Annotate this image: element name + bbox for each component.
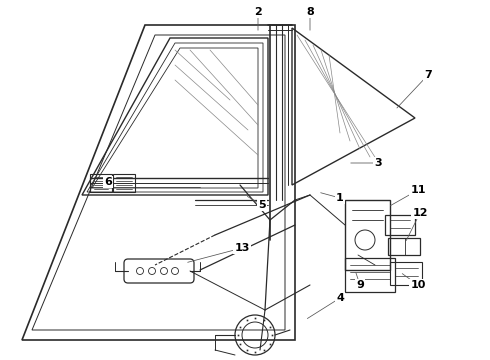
Text: 6: 6 <box>104 177 112 187</box>
Text: 7: 7 <box>424 70 432 80</box>
Text: 4: 4 <box>336 293 344 303</box>
Text: 3: 3 <box>374 158 382 168</box>
Text: 5: 5 <box>258 200 266 210</box>
Text: 9: 9 <box>356 280 364 290</box>
Text: 13: 13 <box>234 243 250 253</box>
Text: 8: 8 <box>306 7 314 17</box>
Text: 10: 10 <box>410 280 426 290</box>
Text: 1: 1 <box>336 193 344 203</box>
Text: 12: 12 <box>412 208 428 218</box>
Text: 2: 2 <box>254 7 262 17</box>
Text: 11: 11 <box>410 185 426 195</box>
